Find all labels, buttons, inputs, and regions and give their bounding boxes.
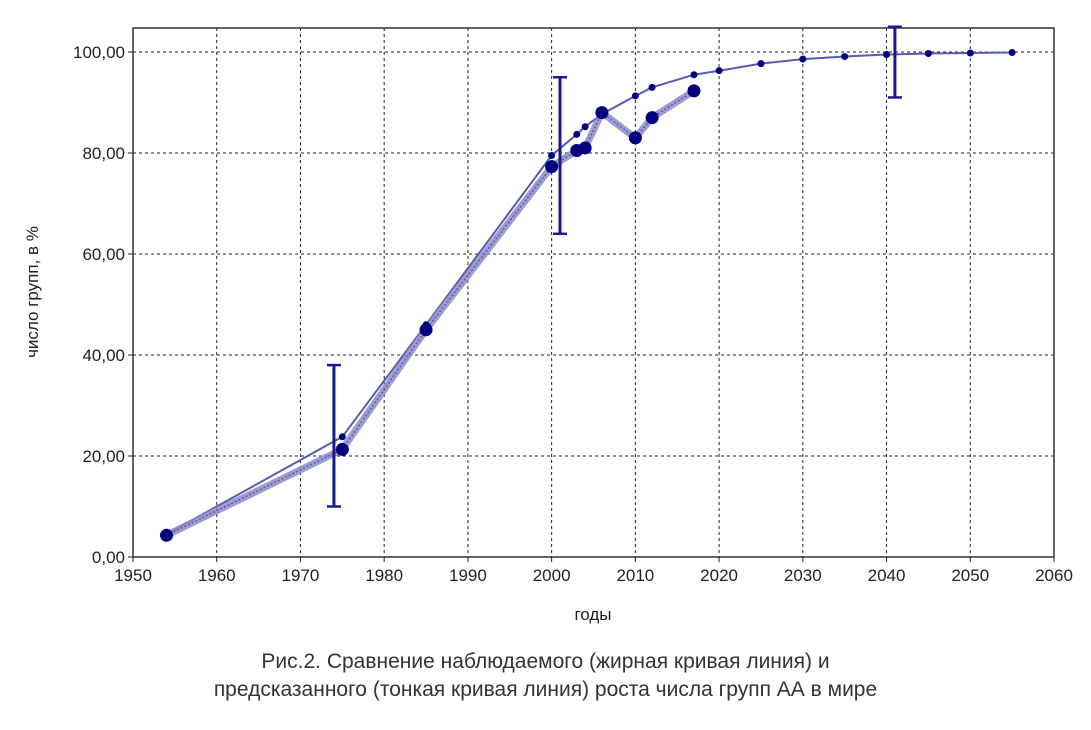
predicted-point (690, 71, 698, 79)
y-tick-label: 100,00 (73, 43, 125, 62)
observed-point (545, 160, 559, 174)
x-tick-label: 2050 (951, 566, 989, 585)
x-tick-label: 2010 (616, 566, 654, 585)
predicted-point (573, 130, 581, 138)
caption-line-2: предсказанного (тонкая кривая линия) рос… (213, 678, 878, 701)
y-tick-label: 0,00 (92, 548, 125, 567)
predicted-point (757, 60, 765, 68)
predicted-point (338, 433, 346, 441)
y-tick-label: 80,00 (82, 144, 125, 163)
grid (133, 28, 1054, 557)
error-bars (326, 25, 902, 508)
x-tick-label: 1960 (198, 566, 236, 585)
x-tick-label: 1950 (114, 566, 152, 585)
observed-point (578, 141, 592, 155)
predicted-point (581, 123, 589, 131)
observed-point (595, 106, 609, 120)
x-axis-label: годы (574, 605, 611, 624)
y-tick-label: 60,00 (82, 245, 125, 264)
observed-point (687, 84, 701, 98)
x-tick-label: 2060 (1035, 566, 1073, 585)
predicted-point (924, 50, 932, 58)
plot-frame (132, 27, 1055, 558)
predicted-point (648, 83, 656, 91)
predicted-line (166, 51, 1013, 536)
series (159, 49, 1016, 542)
observed-point (335, 442, 349, 456)
y-tick-label: 40,00 (82, 346, 125, 365)
x-tick-label: 1970 (282, 566, 320, 585)
observed-point (628, 131, 642, 145)
predicted-point (841, 53, 849, 61)
caption-line-1: Рис.2. Сравнение наблюдаемого (жирная кр… (261, 650, 830, 673)
x-tick-label: 1980 (365, 566, 403, 585)
y-tick-label: 20,00 (82, 447, 125, 466)
predicted-point (883, 51, 891, 59)
predicted-point (715, 67, 723, 75)
chart: 1950 1960 1970 1980 1990 2000 2010 2020 2030 2040… (23, 25, 1073, 624)
x-ticks: 1950 1960 1970 1980 1990 2000 2010 2020 2030 2040… (114, 557, 1073, 585)
observed-point (159, 528, 173, 542)
predicted-point (966, 49, 974, 57)
observed-line-hatch (166, 90, 695, 536)
predicted-point (548, 152, 556, 160)
observed-point (645, 111, 659, 125)
x-tick-label: 2020 (700, 566, 738, 585)
predicted-point (631, 92, 639, 100)
predicted-point (1008, 49, 1016, 57)
x-tick-label: 2040 (868, 566, 906, 585)
y-ticks: 0,00 20,00 40,00 60,00 80,00 100,00 (73, 43, 133, 567)
observed-line (164, 87, 696, 539)
y-axis-label: число групп, в % (23, 226, 42, 358)
observed-point (419, 323, 433, 337)
x-tick-label: 2000 (533, 566, 571, 585)
x-tick-label: 2030 (784, 566, 822, 585)
predicted-point (799, 55, 807, 63)
x-tick-label: 1990 (449, 566, 487, 585)
